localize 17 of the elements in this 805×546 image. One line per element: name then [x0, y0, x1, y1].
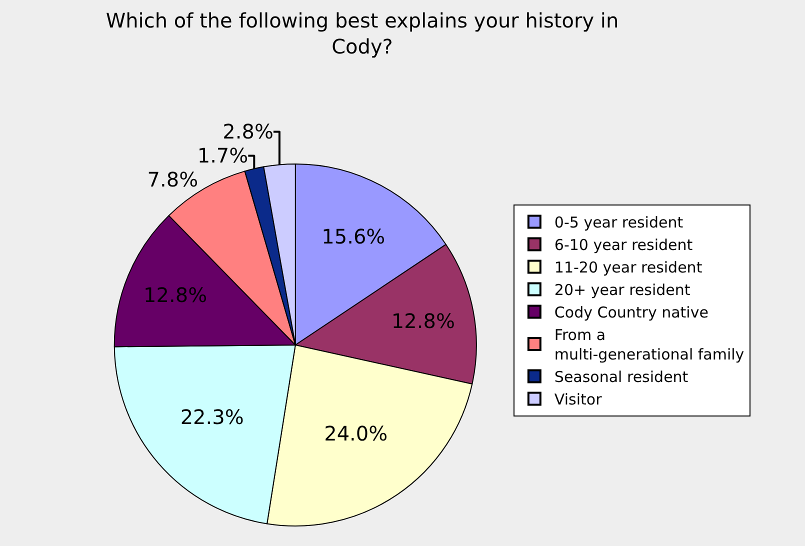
chart-title: Which of the following best explains your history in Cody? — [106, 8, 619, 58]
data-label: 15.6% — [322, 224, 386, 249]
legend-label: From a multi-generational family — [554, 326, 744, 364]
data-label: 7.8% — [147, 168, 198, 192]
legend-label: 6-10 year resident — [554, 236, 693, 254]
legend-label: 0-5 year resident — [554, 214, 684, 232]
data-label: 1.7% — [197, 144, 248, 168]
data-label: 22.3% — [180, 404, 244, 429]
legend-label: Seasonal resident — [554, 368, 688, 386]
legend-label: Cody Country native — [554, 304, 708, 322]
legend-label: Visitor — [554, 390, 603, 409]
legend-label: 11-20 year resident — [554, 258, 702, 277]
data-label: 2.8% — [222, 120, 274, 144]
data-label: 12.8% — [144, 283, 208, 308]
data-label: 12.8% — [391, 308, 455, 333]
legend-label: 20+ year resident — [554, 281, 690, 300]
data-label: 24.0% — [324, 422, 388, 446]
